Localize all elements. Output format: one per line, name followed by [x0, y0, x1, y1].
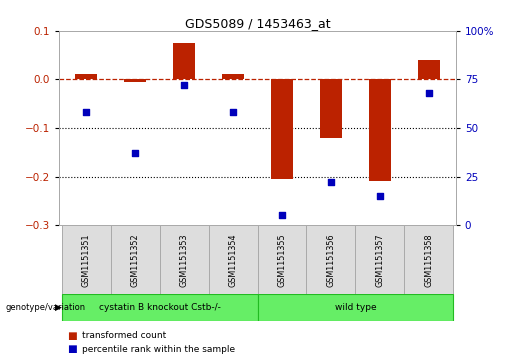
Point	[425, 90, 433, 96]
Text: percentile rank within the sample: percentile rank within the sample	[82, 345, 235, 354]
Text: ■: ■	[67, 331, 77, 341]
Point	[327, 179, 335, 185]
Bar	[75, 74, 97, 79]
Bar	[160, 225, 209, 296]
Point	[229, 110, 237, 115]
Bar	[306, 225, 355, 296]
Text: GSM1151356: GSM1151356	[327, 234, 335, 287]
Text: GSM1151351: GSM1151351	[82, 234, 91, 287]
Bar	[258, 225, 306, 296]
Title: GDS5089 / 1453463_at: GDS5089 / 1453463_at	[185, 17, 330, 30]
Point	[180, 82, 188, 88]
Text: GSM1151353: GSM1151353	[180, 234, 188, 287]
Text: GSM1151352: GSM1151352	[131, 234, 140, 287]
Text: genotype/variation: genotype/variation	[5, 303, 85, 312]
Bar	[258, 294, 453, 321]
Bar	[173, 43, 195, 79]
Text: GSM1151357: GSM1151357	[375, 234, 384, 287]
Bar	[271, 79, 293, 179]
Bar	[222, 74, 244, 79]
Text: GSM1151355: GSM1151355	[278, 234, 286, 287]
Bar	[418, 60, 440, 79]
Bar	[62, 225, 111, 296]
Text: GSM1151354: GSM1151354	[229, 234, 237, 287]
Point	[131, 150, 139, 156]
Bar	[355, 225, 404, 296]
Text: ■: ■	[67, 344, 77, 354]
Bar	[111, 225, 160, 296]
Bar	[369, 79, 391, 182]
Bar	[209, 225, 258, 296]
Point	[278, 212, 286, 218]
Text: cystatin B knockout Cstb-/-: cystatin B knockout Cstb-/-	[99, 303, 220, 312]
Bar	[320, 79, 342, 138]
Bar	[124, 79, 146, 82]
Text: transformed count: transformed count	[82, 331, 167, 340]
Text: ▶: ▶	[55, 303, 62, 312]
Text: GSM1151358: GSM1151358	[424, 234, 433, 287]
Bar	[62, 294, 258, 321]
Point	[82, 110, 90, 115]
Text: wild type: wild type	[335, 303, 376, 312]
Point	[376, 193, 384, 199]
Bar	[404, 225, 453, 296]
